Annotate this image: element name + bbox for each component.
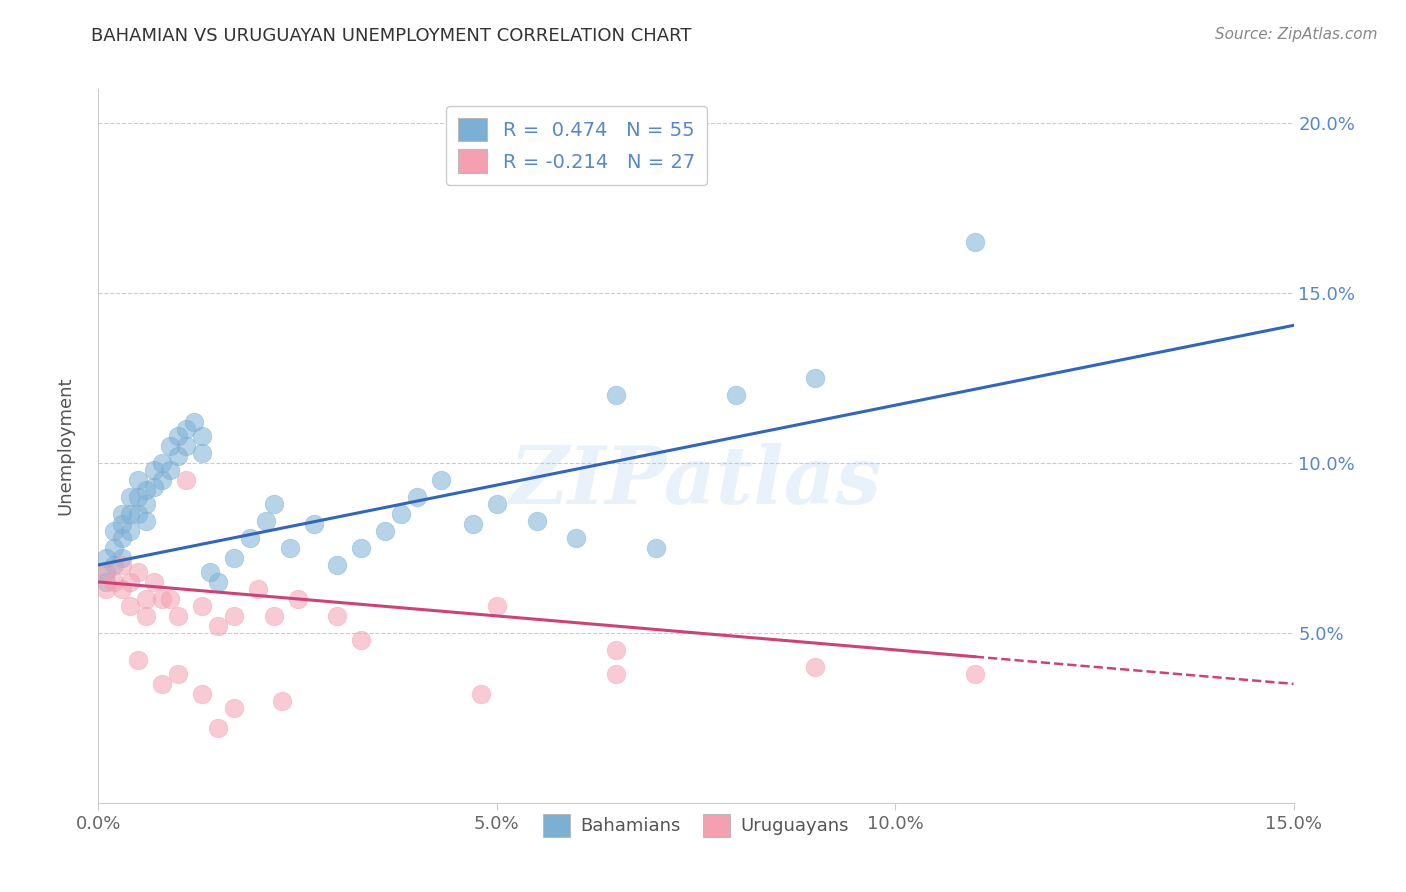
Point xyxy=(143,480,166,494)
Point xyxy=(111,558,134,572)
Point xyxy=(724,388,747,402)
Point xyxy=(389,507,412,521)
Point xyxy=(111,582,134,596)
Point xyxy=(96,551,118,566)
Point xyxy=(103,558,125,572)
Point xyxy=(804,660,827,674)
Point xyxy=(326,558,349,572)
Point xyxy=(191,429,214,443)
Text: ZIPatlas: ZIPatlas xyxy=(510,443,882,520)
Point xyxy=(565,531,588,545)
Point xyxy=(263,608,285,623)
Point xyxy=(222,608,245,623)
Point xyxy=(207,574,229,589)
Point xyxy=(191,599,214,613)
Text: BAHAMIAN VS URUGUAYAN UNEMPLOYMENT CORRELATION CHART: BAHAMIAN VS URUGUAYAN UNEMPLOYMENT CORRE… xyxy=(91,27,692,45)
Point xyxy=(198,565,221,579)
Point xyxy=(254,514,277,528)
Point xyxy=(374,524,396,538)
Point xyxy=(167,429,190,443)
Point xyxy=(174,439,197,453)
Point xyxy=(461,517,484,532)
Point xyxy=(222,551,245,566)
Point xyxy=(135,608,157,623)
Point xyxy=(96,565,118,579)
Point xyxy=(159,591,181,606)
Point xyxy=(150,456,173,470)
Point xyxy=(207,619,229,633)
Point xyxy=(103,574,125,589)
Point xyxy=(167,666,190,681)
Point xyxy=(120,490,142,504)
Point xyxy=(127,507,149,521)
Point xyxy=(191,446,214,460)
Point xyxy=(302,517,325,532)
Point xyxy=(287,591,309,606)
Point xyxy=(135,497,157,511)
Point xyxy=(963,235,986,249)
Point xyxy=(127,490,149,504)
Point xyxy=(96,574,118,589)
Point xyxy=(96,565,118,579)
Point xyxy=(120,574,142,589)
Point xyxy=(222,700,245,714)
Point xyxy=(207,721,229,735)
Point xyxy=(605,643,627,657)
Point xyxy=(183,415,205,429)
Point xyxy=(350,541,373,555)
Point xyxy=(167,449,190,463)
Point xyxy=(111,551,134,566)
Point xyxy=(645,541,668,555)
Point xyxy=(278,541,301,555)
Point xyxy=(246,582,269,596)
Text: Source: ZipAtlas.com: Source: ZipAtlas.com xyxy=(1215,27,1378,42)
Point xyxy=(143,463,166,477)
Point xyxy=(167,608,190,623)
Point xyxy=(103,524,125,538)
Point xyxy=(485,599,508,613)
Point xyxy=(263,497,285,511)
Point xyxy=(605,666,627,681)
Point xyxy=(350,632,373,647)
Point xyxy=(174,422,197,436)
Y-axis label: Unemployment: Unemployment xyxy=(56,376,75,516)
Point xyxy=(406,490,429,504)
Point xyxy=(103,541,125,555)
Point xyxy=(135,483,157,498)
Point xyxy=(96,582,118,596)
Point xyxy=(120,507,142,521)
Legend: Bahamians, Uruguayans: Bahamians, Uruguayans xyxy=(536,807,856,844)
Point xyxy=(127,565,149,579)
Point xyxy=(150,473,173,487)
Point xyxy=(430,473,453,487)
Point xyxy=(111,507,134,521)
Point xyxy=(127,473,149,487)
Point xyxy=(150,591,173,606)
Point xyxy=(120,599,142,613)
Point xyxy=(111,517,134,532)
Point xyxy=(526,514,548,528)
Point xyxy=(135,591,157,606)
Point xyxy=(326,608,349,623)
Point xyxy=(135,514,157,528)
Point xyxy=(963,666,986,681)
Point xyxy=(111,531,134,545)
Point xyxy=(127,653,149,667)
Point xyxy=(804,371,827,385)
Point xyxy=(143,574,166,589)
Point xyxy=(605,388,627,402)
Point xyxy=(270,694,292,708)
Point xyxy=(159,463,181,477)
Point xyxy=(470,687,492,701)
Point xyxy=(485,497,508,511)
Point xyxy=(120,524,142,538)
Point xyxy=(159,439,181,453)
Point xyxy=(174,473,197,487)
Point xyxy=(239,531,262,545)
Point xyxy=(150,677,173,691)
Point xyxy=(191,687,214,701)
